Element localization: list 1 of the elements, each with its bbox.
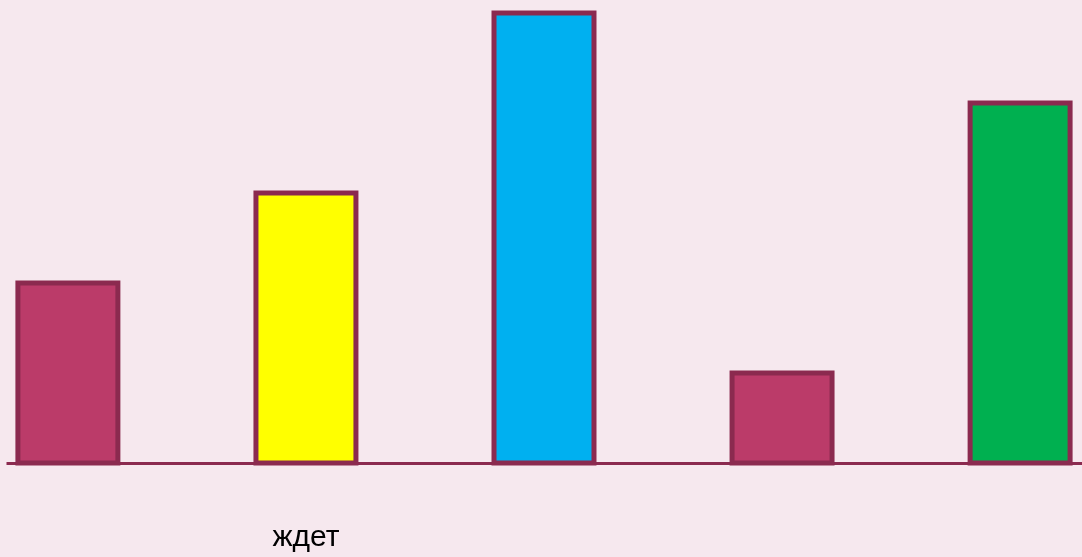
x-tick-label: ждет xyxy=(272,518,340,552)
